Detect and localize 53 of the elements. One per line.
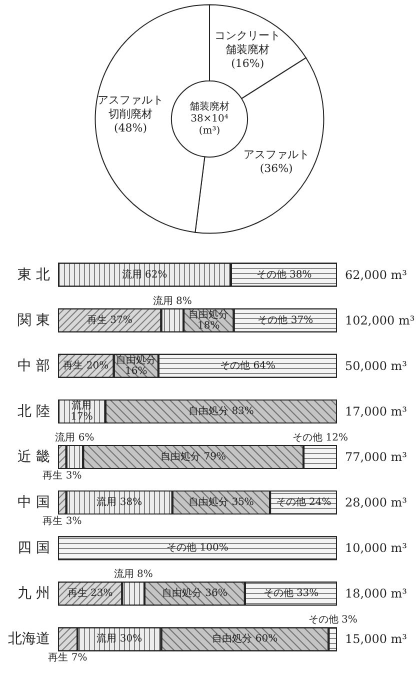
y-tick-label: 近 畿: [18, 449, 50, 465]
data-label: 流用 30%: [96, 632, 142, 645]
text: 10,000 m³: [345, 541, 408, 556]
data-label: 再生 20%: [63, 359, 109, 372]
text: 28,000 m³: [345, 496, 408, 510]
slice-label: コンクリート舗装廃材: [214, 29, 281, 56]
y-tick-label: 北海道: [8, 631, 50, 648]
data-label: その他 64%: [220, 359, 276, 372]
data-label: 自由処分 79%: [160, 450, 226, 462]
data-label: 再生 3%: [42, 470, 82, 482]
data-label: 再生 23%: [67, 587, 113, 600]
data-label: その他 33%: [263, 587, 319, 600]
data-label: 再生 3%: [42, 515, 82, 528]
text: 17,000 m³: [345, 404, 408, 418]
text: 15,000 m³: [345, 632, 408, 646]
text: 50,000 m³: [345, 358, 408, 373]
y-tick-label: 東 北: [18, 266, 50, 283]
data-label: その他 12%: [292, 432, 348, 444]
data-label: 自由処分 35%: [188, 496, 254, 508]
data-label: 流用 6%: [55, 432, 94, 444]
data-label: その他 3%: [308, 614, 358, 626]
data-label: 自由処分 16%: [116, 354, 156, 377]
data-label: (36%): [260, 162, 293, 175]
slice-label: アスファルト: [243, 148, 310, 161]
slice-label: アスファルト切削廃材: [97, 94, 164, 121]
y-tick-label: 四 国: [18, 540, 50, 556]
data-label: その他 24%: [276, 496, 332, 508]
data-label: その他 37%: [258, 314, 314, 326]
text: 18,000 m³: [345, 586, 408, 601]
text: 62,000 m³: [345, 268, 408, 282]
data-label: 流用 62%: [122, 268, 168, 280]
data-label: 流用 38%: [96, 496, 142, 508]
data-label: (48%): [114, 122, 148, 135]
data-label: 自由処分 83%: [188, 404, 254, 417]
text: 舗装廃材 38×10⁴ (m³): [190, 100, 230, 136]
data-label: 自由処分 36%: [162, 587, 228, 600]
data-label: 再生 7%: [48, 652, 88, 664]
y-tick-label: 九 州: [18, 586, 50, 602]
data-label: その他 100%: [166, 542, 228, 554]
data-label: 流用 17%: [70, 399, 93, 422]
data-label: その他 38%: [256, 268, 312, 280]
data-label: 自由処分 18%: [188, 308, 229, 332]
y-tick-label: 中 部: [18, 358, 50, 374]
data-label: 再生 37%: [86, 314, 132, 326]
y-tick-label: 関 東: [18, 312, 50, 328]
data-label: (16%): [231, 57, 264, 70]
y-tick-label: 中 国: [18, 494, 50, 511]
text: 102,000 m³: [345, 313, 415, 328]
data-label: 流用 8%: [114, 568, 153, 580]
data-label: 自由処分 60%: [212, 632, 278, 645]
y-tick-label: 北 陸: [18, 403, 50, 420]
text: 77,000 m³: [345, 450, 408, 464]
data-label: 流用 8%: [152, 294, 192, 307]
